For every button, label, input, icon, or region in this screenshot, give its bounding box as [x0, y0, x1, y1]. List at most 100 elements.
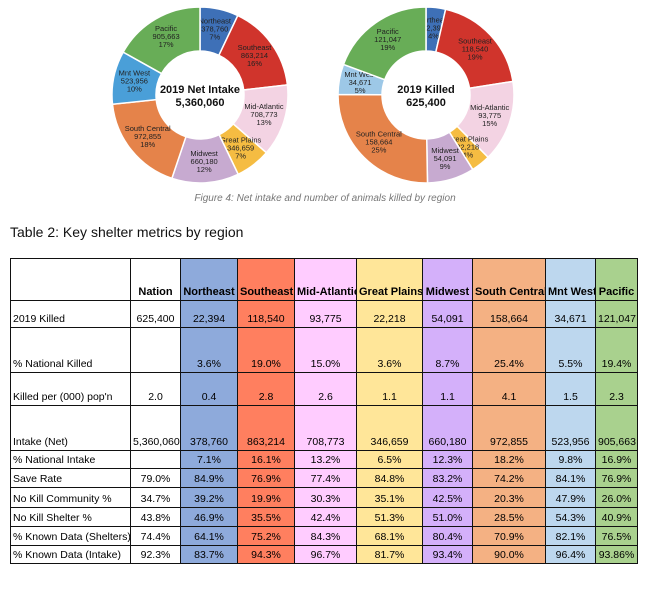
table-row: Save Rate 79.0% 84.9% 76.9% 77.4% 84.8% 83.2% 7…	[10, 468, 638, 488]
table-cell: 3.6%	[356, 327, 423, 373]
table-row: Intake (Net) 5,360,060 378,760 863,214 708,7…	[10, 405, 638, 451]
center-title: 2019 Killed	[397, 84, 454, 96]
value-label: 523,956	[121, 77, 148, 86]
column-header: Mnt West	[545, 258, 596, 301]
net-intake-donut-chart: Northeast 378,760 7%Southeast 863,214 16%Mid…	[111, 6, 289, 184]
slice-label-south-central: South Central 158,664 25%	[356, 130, 402, 155]
table-cell: 2.0	[130, 372, 181, 406]
table-cell: 1.1	[356, 372, 423, 406]
slice-label-mnt-west: Mnt West 34,671 5%	[344, 70, 376, 95]
table-cell: 2.8	[237, 372, 295, 406]
table-cell: 79.0%	[130, 468, 181, 488]
table-cell: 25.4%	[472, 327, 546, 373]
table-title: Table 2: Key shelter metrics by region	[10, 224, 244, 240]
value-label: 905,663	[153, 32, 180, 41]
table-cell: 70.9%	[472, 526, 546, 546]
percent-label: 12%	[197, 165, 212, 174]
table-cell: 8.7%	[422, 327, 473, 373]
category-label: South Central	[125, 124, 171, 133]
slice-label-southeast: Southeast 118,540 19%	[458, 36, 493, 61]
table-cell: 2.6	[294, 372, 357, 406]
category-label: Midwest	[190, 149, 218, 158]
table-cell: 94.3%	[237, 545, 295, 564]
table-cell: 47.9%	[545, 487, 596, 508]
killed-donut-chart: Northeast 22,394 4%Southeast 118,540 19%Mid-…	[337, 6, 515, 184]
table-cell: 51.0%	[422, 507, 473, 527]
table-cell: 121,047	[595, 300, 638, 328]
percent-label: 7%	[235, 151, 246, 160]
table-cell: 43.8%	[130, 507, 181, 527]
table-cell: 84.9%	[180, 468, 238, 488]
percent-label: 18%	[140, 140, 155, 149]
table-cell: 76.9%	[237, 468, 295, 488]
table-cell: 19.0%	[237, 327, 295, 373]
table-row: % Known Data (Intake) 92.3% 83.7% 94.3% 96.7…	[10, 545, 638, 564]
category-label: Great Plains	[447, 134, 489, 143]
category-label: South Central	[356, 130, 402, 139]
table-cell: 46.9%	[180, 507, 238, 527]
percent-label: 13%	[256, 118, 271, 127]
table-cell: 93.86%	[595, 545, 638, 564]
slice-pacific	[122, 6, 201, 75]
table-cell	[130, 450, 181, 469]
slice-label-northeast: Northeast 22,394 4%	[417, 15, 450, 40]
row-label: Killed per (000) pop'n	[10, 372, 131, 406]
percent-label: 9%	[440, 162, 451, 171]
table-cell: 34.7%	[130, 487, 181, 508]
table-cell: 74.2%	[472, 468, 546, 488]
table-cell: 54.3%	[545, 507, 596, 527]
category-label: Midwest	[431, 146, 459, 155]
table-row: No Kill Shelter % 43.8% 46.9% 35.5% 42.4% 51.…	[10, 507, 638, 527]
slice-south-central	[337, 93, 429, 184]
value-label: 93,775	[478, 111, 501, 120]
table-cell: 22,394	[180, 300, 238, 328]
slice-label-great-plains: Great Plains 22,218 4%	[447, 134, 489, 159]
row-label: Save Rate	[10, 468, 131, 488]
category-label: Southeast	[238, 43, 273, 52]
table-cell: 51.3%	[356, 507, 423, 527]
center-total: 625,400	[406, 97, 446, 109]
slice-label-midwest: Midwest 660,180 12%	[190, 149, 218, 174]
slice-label-pacific: Pacific 121,047 19%	[374, 27, 401, 52]
table-row: % National Intake 7.1% 16.1% 13.2% 6.5% 12.3%…	[10, 450, 638, 469]
table-cell: 905,663	[595, 405, 638, 451]
percent-label: 16%	[247, 59, 262, 68]
value-label: 118,540	[462, 44, 489, 53]
percent-label: 19%	[380, 43, 395, 52]
column-header: Northeast	[180, 258, 238, 301]
table-cell: 40.9%	[595, 507, 638, 527]
table-cell: 863,214	[237, 405, 295, 451]
percent-label: 7%	[209, 33, 220, 42]
percent-label: 4%	[428, 31, 439, 40]
table-cell: 80.4%	[422, 526, 473, 546]
center-title: 2019 Net Intake	[160, 84, 240, 96]
table-cell: 35.5%	[237, 507, 295, 527]
row-label: No Kill Community %	[10, 487, 131, 508]
shelter-metrics-table: Nation Northeast Southeast Mid-Atlantic Grea…	[10, 258, 638, 564]
table-cell: 82.1%	[545, 526, 596, 546]
row-label: % National Intake	[10, 450, 131, 469]
value-label: 863,214	[241, 51, 268, 60]
table-cell: 4.1	[472, 372, 546, 406]
table-cell: 1.5	[545, 372, 596, 406]
figure-caption: Figure 4: Net intake and number of anima…	[194, 193, 456, 204]
table-cell: 660,180	[422, 405, 473, 451]
value-label: 34,671	[349, 78, 372, 87]
slice-label-midwest: Midwest 54,091 9%	[431, 146, 459, 171]
value-label: 708,773	[250, 110, 277, 119]
row-label: % Known Data (Shelters)	[10, 526, 131, 546]
table-cell: 20.3%	[472, 487, 546, 508]
table-cell: 74.4%	[130, 526, 181, 546]
table-cell: 93.4%	[422, 545, 473, 564]
table-cell: 3.6%	[180, 327, 238, 373]
table-cell: 84.3%	[294, 526, 357, 546]
table-cell: 28.5%	[472, 507, 546, 527]
category-label: Northeast	[198, 17, 231, 26]
value-label: 22,394	[422, 23, 445, 32]
table-cell: 84.8%	[356, 468, 423, 488]
value-label: 378,760	[201, 25, 228, 34]
column-header: Mid-Atlantic	[294, 258, 357, 301]
percent-label: 25%	[371, 146, 386, 155]
category-label: Great Plains	[220, 135, 262, 144]
table-cell: 92.3%	[130, 545, 181, 564]
